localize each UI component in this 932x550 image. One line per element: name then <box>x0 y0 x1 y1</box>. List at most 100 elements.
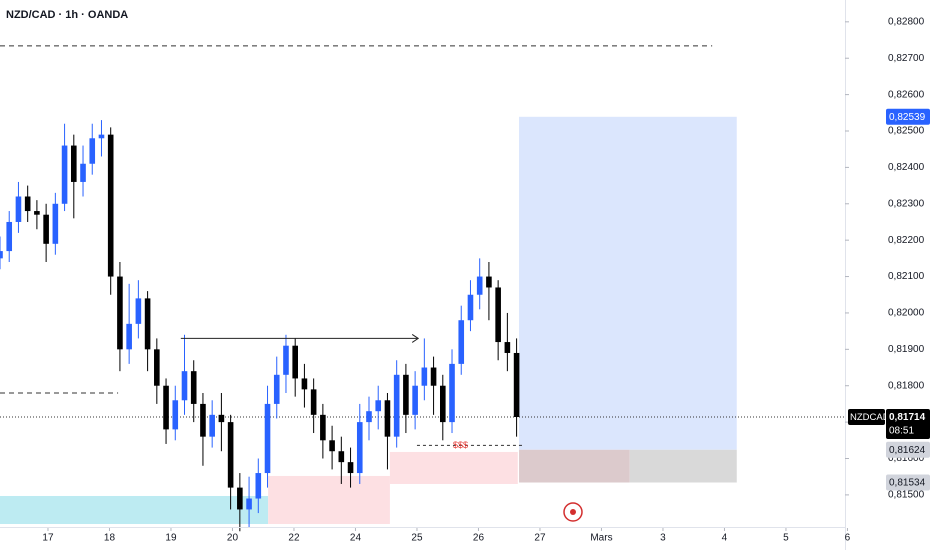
candle-body <box>237 487 243 510</box>
candle-body <box>375 400 382 412</box>
y-tick-label: 0,81600 <box>888 453 925 464</box>
candle-body <box>218 414 225 423</box>
event-icon-dot <box>570 509 576 515</box>
x-tick-label: 5 <box>783 533 789 544</box>
candle-body <box>80 163 86 182</box>
y-tick-label: 0,82800 <box>888 16 925 27</box>
countdown-label: 08:51 <box>889 426 914 437</box>
y-tick-label: 0,82300 <box>888 198 925 209</box>
candle-body <box>421 367 428 386</box>
candle-body <box>126 323 132 350</box>
candle-body <box>107 134 114 277</box>
candle-body <box>301 378 308 390</box>
zone <box>268 475 390 524</box>
candle-body <box>430 367 437 386</box>
candle-body <box>61 145 68 204</box>
x-tick-label: 6 <box>845 533 851 544</box>
candle-body <box>384 400 391 437</box>
candle-body <box>246 498 252 510</box>
symbol-label: NZDCAD <box>850 412 890 423</box>
candle-body <box>292 345 298 379</box>
price-badge-label: 0,81624 <box>889 445 926 456</box>
x-tick-label: 22 <box>288 533 300 544</box>
candle-body <box>163 385 169 430</box>
x-tick-label: 27 <box>534 533 546 544</box>
x-tick-label: 25 <box>411 533 423 544</box>
candle-body <box>52 203 59 244</box>
candle-body <box>264 403 271 474</box>
candle-body <box>172 400 179 430</box>
arrow-head <box>411 333 420 343</box>
y-tick-label: 0,82100 <box>888 271 925 282</box>
candle-body <box>356 422 363 474</box>
candle-body <box>320 414 326 441</box>
zone <box>0 495 269 524</box>
price-badge-label: 0,81534 <box>889 478 926 489</box>
candle-body <box>98 134 105 139</box>
candle-body <box>310 389 317 415</box>
candle-body <box>366 411 372 423</box>
price-badge <box>886 474 930 491</box>
candle-body <box>347 462 354 474</box>
candle-body <box>495 287 501 343</box>
candle-body <box>144 298 151 350</box>
candle-body <box>513 352 520 418</box>
candle-body <box>135 298 142 324</box>
candle-body <box>70 145 77 182</box>
candle-body <box>273 374 280 404</box>
candle-body <box>209 414 215 437</box>
x-tick-label: 20 <box>227 533 239 544</box>
y-tick-label: 0,82700 <box>888 53 925 64</box>
candle-body <box>458 320 465 364</box>
candle-body <box>190 371 197 404</box>
x-tick-label: 24 <box>350 533 362 544</box>
symbol-badge <box>848 409 885 426</box>
liquidity-label: $$$ <box>453 440 468 450</box>
y-tick-label: 0,81800 <box>888 380 925 391</box>
x-tick-label: 4 <box>722 533 728 544</box>
y-tick-label: 0,81500 <box>888 490 925 501</box>
candle-body <box>412 385 418 415</box>
candle-body <box>227 422 234 488</box>
candle-body <box>0 251 3 259</box>
candle-body <box>439 385 446 423</box>
candle-body <box>329 440 335 452</box>
y-tick-label: 0,82000 <box>888 308 925 319</box>
zone <box>519 116 737 450</box>
x-tick-label: 3 <box>660 533 666 544</box>
candle-body <box>476 276 483 295</box>
candle-body <box>393 374 400 437</box>
y-tick-label: 0,82500 <box>888 126 925 137</box>
candle-body <box>6 221 13 252</box>
y-tick-label: 0,82200 <box>888 235 925 246</box>
candle-body <box>200 403 206 437</box>
candle-body <box>486 276 492 288</box>
candle-body <box>117 276 123 350</box>
candle-body <box>181 371 188 401</box>
zone <box>519 449 630 483</box>
candle-body <box>449 363 455 423</box>
candle-body <box>283 345 289 375</box>
candle-body <box>504 342 511 353</box>
x-tick-label: 26 <box>473 533 485 544</box>
plot-area: $$$ <box>0 45 845 532</box>
candle-body <box>255 473 262 499</box>
zone <box>389 451 518 484</box>
candle-body <box>24 196 31 212</box>
candle-body <box>15 196 22 222</box>
chart-title: NZD/CAD · 1h · OANDA <box>6 9 128 21</box>
last-price-label: 0,81714 <box>889 412 926 423</box>
candle-body <box>89 138 96 164</box>
price-badge-label: 0,82539 <box>889 112 926 123</box>
candle-body <box>467 294 474 321</box>
x-tick-label: Mars <box>590 533 612 544</box>
candle-body <box>154 349 160 386</box>
y-tick-label: 0,81900 <box>888 344 925 355</box>
candle-body <box>338 451 345 463</box>
x-tick-label: 17 <box>42 533 54 544</box>
price-badge <box>886 108 930 125</box>
candle-body <box>34 211 40 215</box>
y-tick-label: 0,82400 <box>888 162 925 173</box>
x-tick-label: 19 <box>165 533 177 544</box>
candle-body <box>403 374 409 415</box>
